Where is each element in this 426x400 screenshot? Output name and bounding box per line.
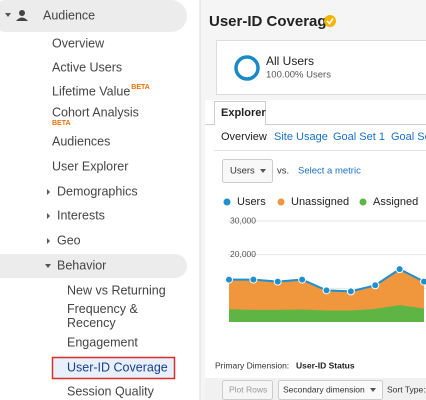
point[interactable] — [395, 265, 404, 274]
segment-card[interactable] — [216, 40, 426, 95]
nav-item[interactable]: Lifetime Value — [52, 84, 130, 98]
vs-label: vs. — [277, 166, 289, 177]
verified-icon — [324, 15, 336, 27]
nav-item[interactable]: Cohort Analysis — [52, 105, 139, 119]
legend-label: Unassigned — [291, 196, 349, 208]
compare-link[interactable]: Select a metric — [298, 166, 361, 177]
dropdown-arrow — [370, 388, 376, 392]
point[interactable] — [322, 286, 331, 295]
nav-item[interactable]: Engagement — [67, 335, 138, 349]
point[interactable] — [420, 277, 426, 286]
legend-label: Users — [237, 196, 266, 208]
nav-item[interactable]: Behavior — [57, 258, 106, 272]
expand-arrow[interactable] — [47, 189, 50, 195]
point[interactable] — [225, 275, 233, 284]
collapse-arrow[interactable] — [5, 13, 11, 17]
person-icon-body — [16, 17, 28, 21]
page-title: User-ID Coverage — [209, 13, 335, 30]
point[interactable] — [346, 287, 355, 296]
dropdown-arrow — [260, 169, 266, 173]
metric-label: Users — [230, 166, 255, 177]
tab-label[interactable]: Explorer — [221, 107, 266, 119]
tab-mask — [215, 123, 265, 126]
area — [229, 269, 424, 311]
primary-dimension-label: Primary Dimension: — [215, 360, 289, 370]
y-tick-label: 20,000 — [230, 249, 256, 259]
beta-badge: BETA — [52, 120, 71, 127]
verified-check — [326, 18, 334, 25]
legend-label: Assigned — [373, 196, 418, 208]
nav-item[interactable]: Overview — [52, 36, 105, 50]
section-highlight — [0, 0, 187, 32]
legend-dot — [277, 198, 285, 206]
secondary-dimension-label: Secondary dimension — [283, 384, 365, 394]
y-tick-label: 30,000 — [230, 215, 256, 225]
point[interactable] — [249, 275, 258, 284]
nav-item[interactable]: User-ID Coverage — [67, 360, 168, 374]
point[interactable] — [273, 277, 282, 286]
legend-dot — [223, 198, 231, 206]
point[interactable] — [298, 275, 307, 284]
selected-item — [51, 356, 176, 380]
person-icon — [19, 10, 25, 16]
nav-item[interactable]: Frequency & Recency — [67, 302, 139, 330]
nav-item[interactable]: Audiences — [52, 134, 110, 148]
section-title[interactable]: Audience — [43, 8, 95, 22]
subtab[interactable]: Goal Set 1 — [333, 131, 385, 143]
collapse-arrow[interactable] — [45, 264, 51, 268]
legend-dot — [359, 198, 367, 206]
section-highlight — [0, 254, 187, 278]
nav-item[interactable]: User Explorer — [52, 159, 128, 173]
subtab[interactable]: Site Usage — [274, 131, 328, 143]
expand-arrow[interactable] — [47, 213, 50, 219]
nav-item[interactable]: Interests — [57, 208, 105, 222]
nav-item[interactable]: Active Users — [52, 60, 122, 74]
plot-rows-label: Plot Rows — [229, 384, 267, 394]
expand-arrow[interactable] — [47, 238, 50, 244]
subtab[interactable]: Overview — [221, 131, 267, 143]
nav-item[interactable]: Session Quality — [67, 384, 155, 398]
segment-icon — [234, 55, 260, 81]
metric-dropdown[interactable] — [222, 159, 273, 183]
subtab[interactable]: Goal Se — [391, 131, 426, 143]
nav-item[interactable]: Demographics — [57, 184, 138, 198]
beta-badge: BETA — [131, 84, 150, 91]
nav-item[interactable]: New vs Returning — [67, 283, 166, 297]
sort-type-label: Sort Type: — [387, 384, 426, 394]
segment-detail: 100.00% Users — [266, 70, 331, 81]
primary-dimension-value: User-ID Status — [296, 360, 355, 370]
segment-name: All Users — [266, 54, 314, 68]
point[interactable] — [371, 281, 380, 290]
nav-item[interactable]: Geo — [57, 233, 81, 247]
